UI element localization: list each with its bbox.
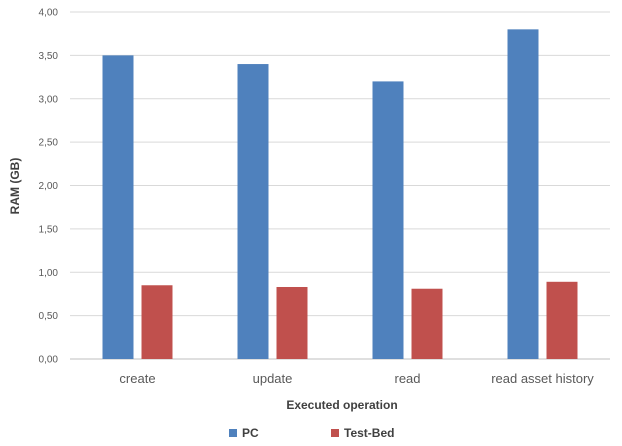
bar-pc-create (102, 55, 134, 359)
y-tick-label: 0,50 (39, 311, 59, 322)
bar-test-bed-create (141, 285, 173, 359)
x-axis-title: Executed operation (286, 398, 397, 412)
y-axis-title: RAM (GB) (8, 158, 22, 215)
bar-pc-update (237, 64, 269, 360)
bar-pc-read-asset-history (507, 29, 539, 359)
x-category-label: read (394, 371, 420, 386)
bar-pc-read (372, 81, 404, 360)
legend-label: Test-Bed (344, 426, 394, 440)
bars (102, 29, 578, 360)
y-axis-ticks: 0,00 0,50 1,00 1,50 2,00 2,50 3,00 3,50 4,00 (39, 8, 59, 366)
legend-swatch (331, 429, 339, 437)
bar-test-bed-update (276, 286, 308, 359)
y-tick-label: 3,50 (39, 51, 59, 62)
x-category-label: create (119, 371, 155, 386)
y-tick-label: 4,00 (39, 8, 59, 19)
y-tick-label: 2,00 (39, 181, 59, 192)
y-tick-label: 1,50 (39, 224, 59, 235)
bar-test-bed-read (411, 288, 443, 359)
y-tick-label: 1,00 (39, 268, 59, 279)
legend-label: PC (242, 426, 259, 440)
y-tick-label: 2,50 (39, 138, 59, 149)
x-axis-categories: create update read read asset history (119, 371, 594, 386)
legend: PC Test-Bed (229, 426, 394, 440)
x-category-label: update (253, 371, 293, 386)
bar-test-bed-read-asset-history (546, 281, 578, 359)
x-category-label: read asset history (491, 371, 594, 386)
legend-swatch (229, 429, 237, 437)
y-tick-label: 0,00 (39, 355, 59, 366)
y-tick-label: 3,00 (39, 94, 59, 105)
